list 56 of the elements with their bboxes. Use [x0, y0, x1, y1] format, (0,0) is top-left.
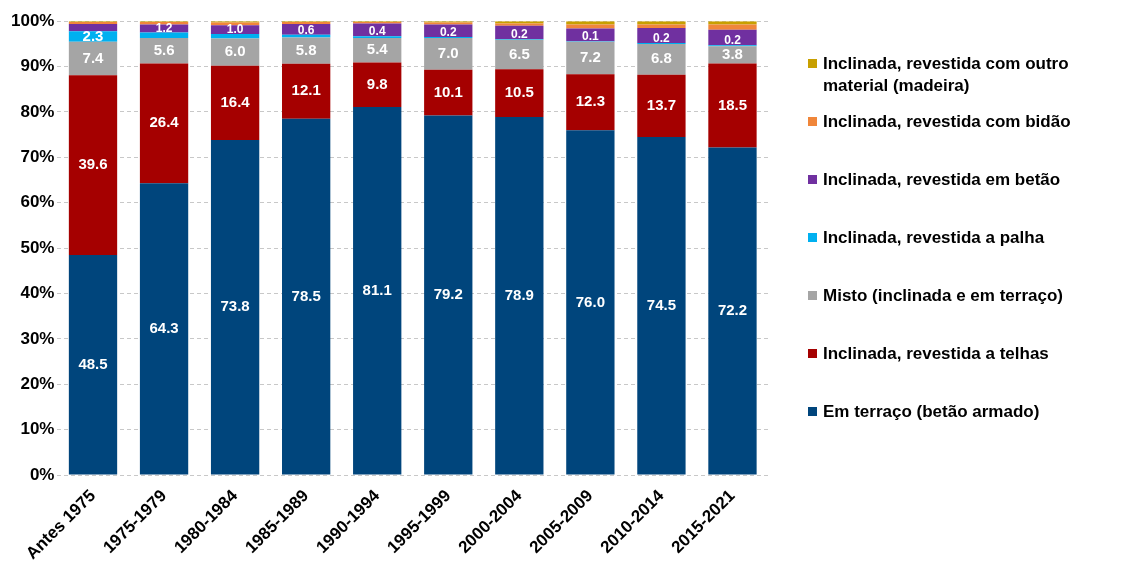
data-label: 12.3 — [575, 92, 605, 110]
data-label: 10.1 — [433, 82, 463, 100]
data-label: 73.8 — [220, 297, 250, 315]
data-label: 74.5 — [646, 295, 677, 313]
legend-label: Inclinada, revestida com bidão — [823, 111, 1071, 133]
legend-label: Inclinada, revestida com outro material (madeira) — [823, 53, 1070, 97]
data-label: 72.2 — [717, 301, 748, 319]
data-label: 78.9 — [504, 285, 534, 303]
data-label: 13.7 — [646, 95, 677, 113]
legend-label: Inclinada, revestida a palha — [823, 227, 1045, 249]
data-label: 7.4 — [82, 48, 105, 66]
data-label: 76.0 — [575, 292, 605, 310]
data-label: 1.2 — [155, 20, 173, 35]
data-label: 0.2 — [510, 26, 528, 41]
data-label: 18.5 — [717, 95, 748, 113]
data-label: 0.2 — [653, 30, 671, 45]
data-label: 6.5 — [508, 44, 530, 62]
y-tick-label: 40% — [20, 283, 55, 303]
legend-label: Em terraço (betão armado) — [823, 401, 1040, 423]
data-label: 9.8 — [366, 74, 388, 92]
y-tick-label: 0% — [29, 464, 55, 484]
legend-label: Inclinada, revestida a telhas — [823, 343, 1049, 365]
data-label: 7.0 — [437, 44, 459, 62]
y-tick-label: 10% — [20, 419, 55, 439]
y-tick-label: 20% — [20, 374, 55, 393]
data-label: 0.2 — [439, 25, 457, 40]
data-label: 0.1 — [582, 29, 600, 44]
data-label: 0.4 — [368, 24, 386, 39]
data-label: 12.1 — [291, 81, 321, 99]
data-label: 79.2 — [433, 285, 463, 303]
data-label: 0.6 — [297, 22, 315, 37]
data-label: 78.5 — [291, 286, 321, 304]
data-label: 5.8 — [295, 40, 317, 58]
data-label: 16.4 — [220, 93, 251, 111]
data-label: 2.3 — [82, 26, 104, 44]
data-label: 5.4 — [366, 40, 389, 58]
data-label: 6.0 — [224, 42, 246, 60]
data-label: 1.0 — [226, 21, 244, 36]
y-tick-label: 30% — [20, 328, 55, 348]
data-label: 64.3 — [149, 319, 179, 337]
y-tick-label: 90% — [20, 56, 55, 76]
data-label: 26.4 — [149, 113, 180, 131]
data-label: 39.6 — [78, 155, 108, 173]
y-tick-label: 70% — [20, 147, 55, 167]
y-tick-label: 60% — [20, 192, 55, 212]
legend-label: Misto (inclinada e em terraço) — [823, 285, 1063, 307]
y-tick-label: 100% — [11, 10, 55, 30]
legend-label: Inclinada, revestida em betão — [823, 169, 1061, 191]
y-tick-label: 50% — [20, 237, 55, 257]
data-label: 6.8 — [650, 49, 672, 67]
y-tick-label: 80% — [20, 101, 55, 121]
data-label: 81.1 — [362, 280, 392, 298]
data-label: 48.5 — [78, 354, 108, 372]
data-label: 10.5 — [504, 83, 534, 101]
data-label: 5.6 — [153, 40, 175, 58]
data-label: 7.2 — [579, 48, 601, 66]
